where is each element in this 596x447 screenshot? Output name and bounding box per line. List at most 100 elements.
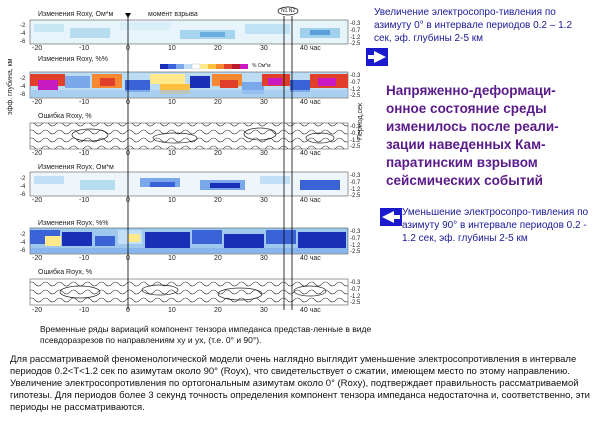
panel-4-royx-ohm [29,171,349,197]
xtick-6-1: -10 [79,307,90,314]
depth-5-b: -0.7 [350,236,361,242]
ytick-5-b: -4 [20,240,26,246]
xtick-4-0: -20 [32,197,43,204]
ytick-4-b: -4 [20,184,26,190]
xtick-6-4: 20 [214,307,222,314]
xtick-1-5: 30 [260,45,268,52]
panel-6-royx-error [29,278,349,306]
xtick-5-5: 30 [260,255,268,262]
xtick-2-3: 10 [168,99,176,106]
depth-2-a: -0.3 [350,73,361,79]
xtick-1-2: 0 [126,45,130,52]
panel-title-6: Ошибка Royx, % [38,269,93,276]
colorbar-label: % Ом*м [252,63,271,69]
ytick-1-c: -6 [20,39,26,45]
depth-3-b: -0.7 [350,131,361,137]
ytick-4-c: -6 [20,192,26,198]
xtick-2-0: -20 [32,99,43,106]
panel-title-5: Изменения Royx, %% [38,220,109,227]
xtick-2-6: 40 час [300,99,321,106]
xtick-2-1: -10 [79,99,90,106]
figure-caption: Временные ряды вариаций компонент тензор… [40,324,372,345]
ytick-5-a: -2 [20,232,26,238]
colorbar [160,63,248,70]
depth-3-a: -0.3 [350,124,361,130]
panel-1-roxy-ohm [29,19,349,45]
panel-title-1: Изменения Roxy, Ом*м [38,11,114,18]
depth-6-c: -1.2 [350,294,361,300]
panel-2-roxy-percent [29,71,349,99]
ytick-5-c: -6 [20,248,26,254]
xtick-1-1: -10 [79,45,90,52]
xtick-5-3: 10 [168,255,176,262]
ytick-2-a: -2 [20,76,26,82]
depth-3-c: -1.2 [350,138,361,144]
ytick-1-a: -2 [20,23,26,29]
depth-1-d: -2.5 [350,41,361,47]
xtick-6-3: 10 [168,307,176,314]
ytick-2-c: -6 [20,92,26,98]
explosion-moment-arrow [125,13,131,18]
depth-4-a: -0.3 [350,173,361,179]
depth-1-b: -0.7 [350,28,361,34]
depth-5-d: -2.5 [350,249,361,255]
pseudosection-figure [29,6,349,310]
depth-5-c: -1.2 [350,243,361,249]
body-paragraph: Для рассматриваемой феноменологической м… [10,354,590,413]
xtick-2-4: 20 [214,99,222,106]
explosion-moment-label: момент взрыва [148,11,198,18]
xtick-4-1: -10 [79,197,90,204]
xtick-1-0: -20 [32,45,43,52]
xtick-3-2: 0 [126,150,130,157]
xtick-5-1: -10 [79,255,90,262]
xtick-1-3: 10 [168,45,176,52]
depth-2-d: -2.5 [350,93,361,99]
depth-2-b: -0.7 [350,80,361,86]
note-top: Увеличение электросопро-тивления по азим… [374,7,573,44]
xtick-5-4: 20 [214,255,222,262]
marker-label: N1 N2 [281,8,296,14]
depth-4-d: -2.5 [350,193,361,199]
arrow-down-indicator [380,208,402,226]
panel-title-3: Ошибка Roxy, % [38,113,92,120]
ytick-4-a: -2 [20,176,26,182]
xtick-5-2: 0 [126,255,130,262]
xtick-4-3: 10 [168,197,176,204]
depth-4-b: -0.7 [350,180,361,186]
xtick-2-2: 0 [126,99,130,106]
note-middle: Напряженно-деформаци-онное состояние сре… [386,83,559,188]
panel-5-royx-percent [29,227,349,255]
xtick-4-2: 0 [126,197,130,204]
xtick-4-5: 30 [260,197,268,204]
panel-title-4: Изменения Royx, Ом*м [38,164,114,171]
xtick-3-0: -20 [32,150,43,157]
marker-ellipse [277,6,299,16]
xtick-3-1: -10 [79,150,90,157]
xtick-5-0: -20 [32,255,43,262]
xtick-6-0: -20 [32,307,43,314]
xtick-3-6: 40 час [300,150,321,157]
depth-6-b: -0.7 [350,287,361,293]
xtick-2-5: 30 [260,99,268,106]
depth-2-c: -1.2 [350,87,361,93]
depth-3-d: -2.5 [350,144,361,150]
depth-1-c: -1.2 [350,35,361,41]
arrow-up-indicator [366,48,388,66]
xtick-6-6: 40 час [300,307,321,314]
depth-1-a: -0.3 [350,21,361,27]
depth-4-c: -1.2 [350,187,361,193]
xtick-1-6: 40 час [300,45,321,52]
depth-6-d: -2.5 [350,300,361,306]
xtick-4-4: 20 [214,197,222,204]
xtick-6-5: 30 [260,307,268,314]
xtick-4-6: 40 час [300,197,321,204]
note-bottom: Уменьшение электросопро-тивления по азим… [402,207,589,244]
xtick-3-3: 10 [168,150,176,157]
panel-title-2: Изменения Roxy, %% [38,56,108,63]
ytick-1-b: -4 [20,31,26,37]
xtick-3-5: 30 [260,150,268,157]
depth-6-a: -0.3 [350,280,361,286]
xtick-3-4: 20 [214,150,222,157]
depth-5-a: -0.3 [350,229,361,235]
ytick-2-b: -4 [20,84,26,90]
